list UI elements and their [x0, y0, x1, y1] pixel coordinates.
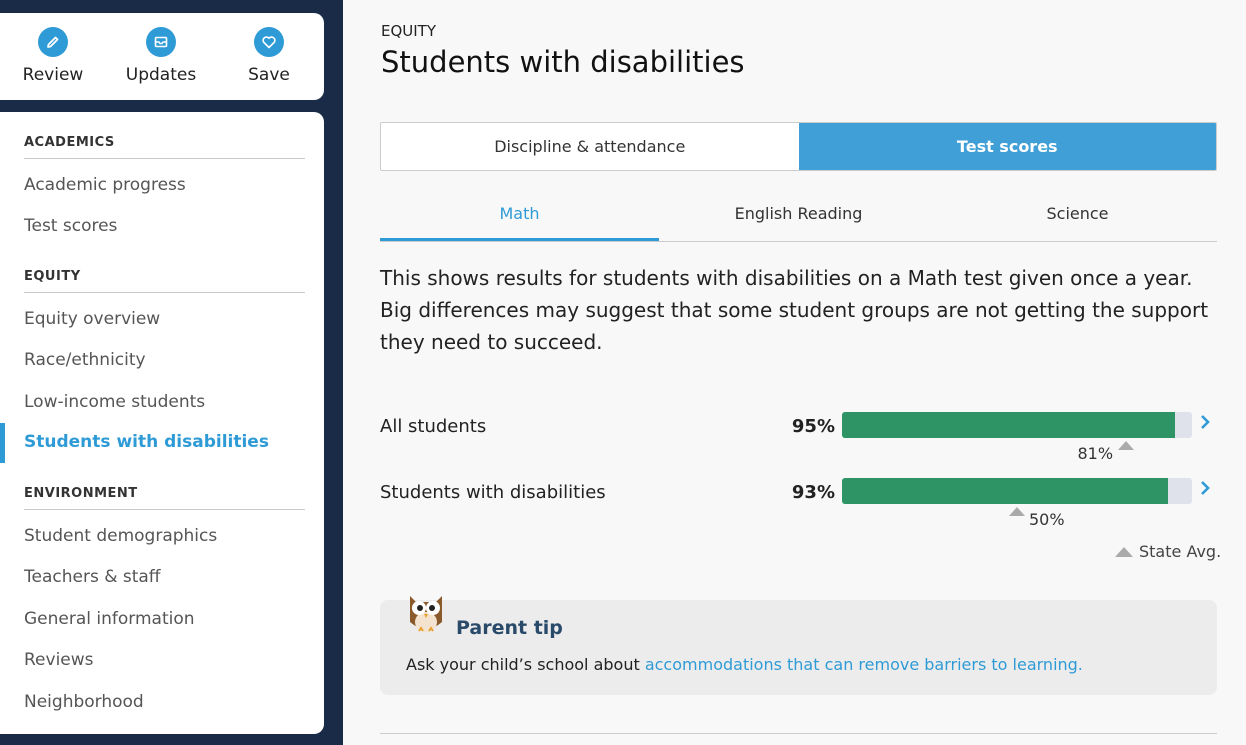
pencil-icon: [38, 27, 68, 57]
review-label: Review: [22, 65, 84, 85]
state-avg-marker: [1009, 507, 1025, 516]
toggle-discipline-attendance[interactable]: Discipline & attendance: [494, 137, 686, 156]
nav-item-low-income-students[interactable]: Low-income students: [24, 392, 206, 412]
parent-tip-box: Parent tip Ask your child’s school about…: [380, 596, 1217, 695]
nav-item-students-with-disabilities[interactable]: Students with disabilities: [0, 423, 324, 463]
tab-english-reading[interactable]: English Reading: [734, 204, 863, 223]
nav-item-teachers-staff[interactable]: Teachers & staff: [24, 567, 161, 587]
state-avg-value: 81%: [1077, 444, 1114, 463]
nav-heading-environment: ENVIRONMENT: [24, 486, 305, 510]
page-title: Students with disabilities: [381, 45, 745, 79]
toggle-test-scores[interactable]: Test scores: [798, 123, 1216, 170]
description-text: This shows results for students with dis…: [380, 266, 1209, 354]
score-bar-fill: [842, 478, 1168, 504]
state-avg-marker: [1117, 441, 1134, 450]
score-row-students-with-disabilities: Students with disabilities 93% 50%: [380, 478, 1220, 538]
nav-heading-academics: ACADEMICS: [24, 135, 305, 159]
nav-item-student-demographics[interactable]: Student demographics: [24, 526, 218, 546]
row-label: All students: [380, 416, 487, 437]
subject-tabs: Math English Reading Science: [380, 194, 1217, 242]
left-sidebar: Review Updates Save ACADEMICS Academic p…: [0, 0, 343, 745]
triangle-icon: [1115, 546, 1133, 557]
nav-item-race-ethnicity[interactable]: Race/ethnicity: [24, 350, 146, 370]
tip-text: Ask your child’s school about accommodat…: [406, 655, 1083, 674]
row-percent: 95%: [791, 416, 835, 437]
heart-icon: [254, 27, 284, 57]
action-bar: Review Updates Save: [0, 13, 324, 100]
score-bar-fill: [842, 412, 1175, 438]
save-label: Save: [248, 65, 290, 85]
save-button[interactable]: Save: [224, 27, 314, 85]
main-content: EQUITY Students with disabilities Discip…: [343, 0, 1246, 745]
state-avg-value: 50%: [1029, 510, 1065, 529]
nav-item-test-scores[interactable]: Test scores: [24, 216, 118, 236]
tip-link[interactable]: accommodations that can remove barriers …: [644, 655, 1083, 674]
review-button[interactable]: Review: [8, 27, 98, 85]
score-bar: [842, 478, 1192, 504]
nav-item-active-label: Students with disabilities: [24, 432, 269, 452]
nav-item-academic-progress[interactable]: Academic progress: [24, 175, 186, 195]
nav-item-equity-overview[interactable]: Equity overview: [24, 309, 161, 329]
divider: [380, 733, 1217, 734]
row-percent: 93%: [791, 482, 835, 503]
owl-icon: [404, 588, 448, 638]
nav-item-general-information[interactable]: General information: [24, 609, 195, 629]
tab-math[interactable]: Math: [380, 194, 659, 241]
nav-item-neighborhood[interactable]: Neighborhood: [24, 692, 144, 712]
chevron-right-icon[interactable]: [1198, 412, 1212, 436]
updates-label: Updates: [125, 65, 197, 85]
score-row-all-students: All students 95% 81%: [380, 412, 1220, 472]
chevron-right-icon[interactable]: [1198, 478, 1212, 502]
nav-item-reviews[interactable]: Reviews: [24, 650, 94, 670]
tip-body: Ask your child’s school about: [406, 655, 645, 674]
row-label: Students with disabilities: [380, 482, 606, 503]
tip-title: Parent tip: [456, 617, 563, 639]
nav-heading-equity: EQUITY: [24, 269, 305, 293]
envelope-icon: [146, 27, 176, 57]
tab-science[interactable]: Science: [1046, 204, 1109, 223]
section-eyebrow: EQUITY: [381, 22, 437, 40]
state-avg-legend: State Avg.: [1115, 542, 1221, 561]
view-toggle: Discipline & attendance Test scores: [380, 122, 1217, 171]
legend-label: State Avg.: [1139, 542, 1222, 561]
score-bar: [842, 412, 1192, 438]
updates-button[interactable]: Updates: [116, 27, 206, 85]
section-nav: ACADEMICS Academic progress Test scores …: [0, 112, 324, 734]
